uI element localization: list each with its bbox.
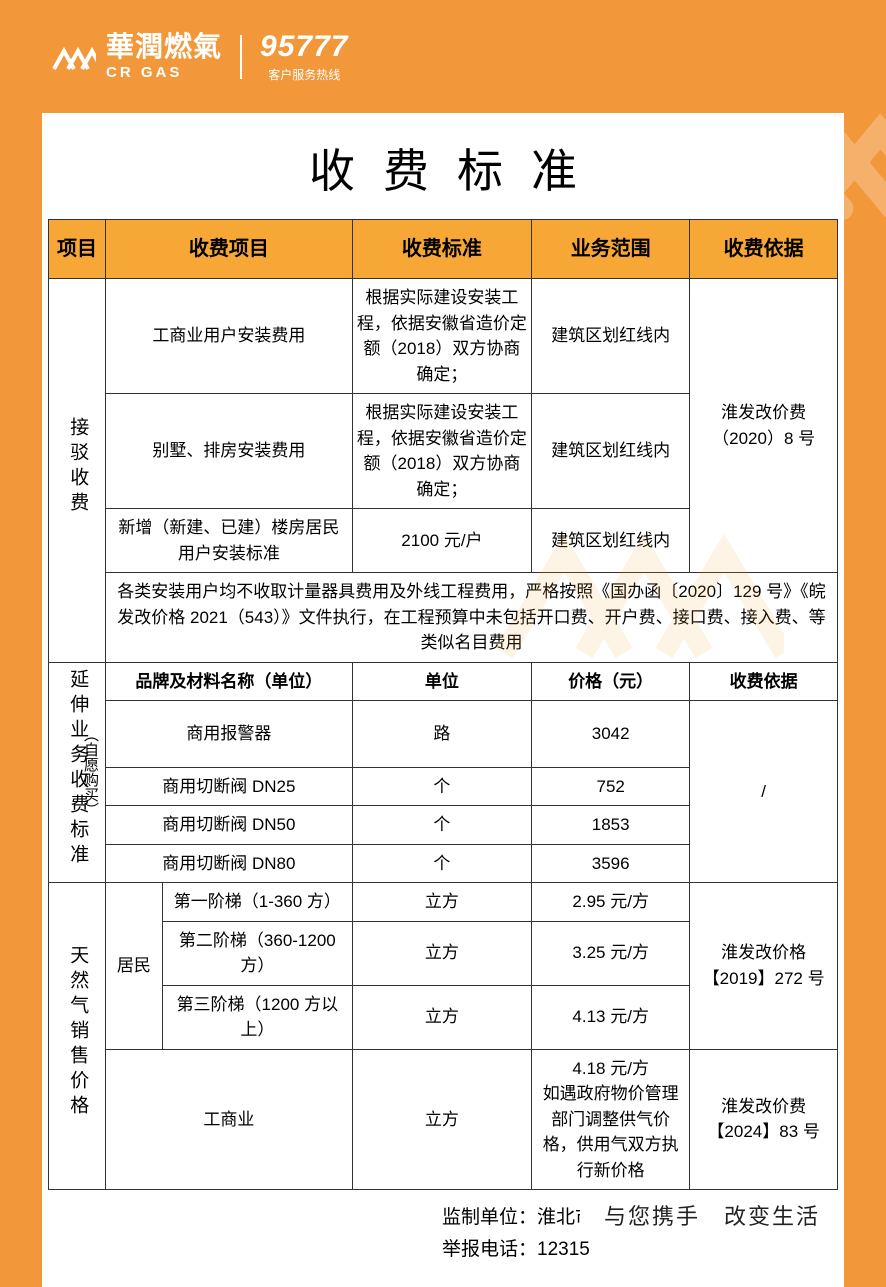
cell: 淮发改价费【2024】83 号 (690, 1049, 838, 1190)
cell: 1853 (532, 806, 690, 845)
th-basis: 收费依据 (690, 220, 838, 279)
logo-cn: 華潤燃氣 (106, 33, 222, 61)
cell: 3042 (532, 701, 690, 768)
section3-label: 天然气销售价格 (63, 945, 92, 1120)
cell: 个 (352, 844, 531, 883)
cell: 根据实际建设安装工程，依据安徽省造价定额（2018）双方协商确定； (352, 279, 531, 394)
org-label: 监制单位： (442, 1207, 537, 1228)
slogan: 与您携手 改变生活 (580, 1195, 844, 1235)
cell: 2100 元/户 (352, 509, 531, 573)
cell: 4.13 元/方 (532, 985, 690, 1049)
note-cell: 各类安装用户均不收取计量器具费用及外线工程费用，严格按照《国办函〔2020〕12… (105, 573, 837, 663)
cell: 4.18 元/方 如遇政府物价管理部门调整供气价格，供用气双方执行新价格 (532, 1049, 690, 1190)
th-fee-item: 收费项目 (105, 220, 352, 279)
cell: 工商业 (105, 1049, 352, 1190)
cell: 品牌及材料名称（单位） (105, 662, 352, 701)
page-title: 收费标准 (42, 135, 844, 201)
fee-table: 项目 收费项目 收费标准 业务范围 收费依据 接驳收费 工商业用户安装费用 根据… (48, 219, 838, 1190)
cell: 价格（元） (532, 662, 690, 701)
hotline-number: 95777 (260, 30, 348, 64)
tel-number: 12315 (537, 1239, 590, 1260)
table-row: 天然气销售价格 居民 第一阶梯（1-360 方） 立方 2.95 元/方 淮发改… (49, 883, 838, 922)
section1-label: 接驳收费 (63, 417, 92, 517)
cell: 建筑区划红线内 (532, 509, 690, 573)
cell: 建筑区划红线内 (532, 279, 690, 394)
cell: 建筑区划红线内 (532, 394, 690, 509)
tel-label: 举报电话： (442, 1239, 537, 1260)
th-scope: 业务范围 (532, 220, 690, 279)
cell: 立方 (352, 1049, 531, 1190)
logo-block: 華潤燃氣 CR GAS (50, 33, 222, 80)
cell: 第三阶梯（1200 方以上） (162, 985, 352, 1049)
cell: 个 (352, 806, 531, 845)
cell: 收费依据 (690, 662, 838, 701)
cell: 居民 (105, 883, 162, 1050)
table-row-note: 各类安装用户均不收取计量器具费用及外线工程费用，严格按照《国办函〔2020〕12… (49, 573, 838, 663)
cell: 立方 (352, 921, 531, 985)
cell: 752 (532, 767, 690, 806)
cell: 第二阶梯（360-1200 方） (162, 921, 352, 985)
cell: 商用切断阀 DN50 (105, 806, 352, 845)
th-fee-std: 收费标准 (352, 220, 531, 279)
header-divider (240, 35, 242, 79)
cell: 第一阶梯（1-360 方） (162, 883, 352, 922)
cell: 别墅、排房安装费用 (105, 394, 352, 509)
cell: 工商业用户安装费用 (105, 279, 352, 394)
th-project: 项目 (49, 220, 106, 279)
cell: 3596 (532, 844, 690, 883)
hotline-block: 95777 客户服务热线 (260, 30, 348, 83)
cell: 根据实际建设安装工程，依据安徽省造价定额（2018）双方协商确定； (352, 394, 531, 509)
cell: 商用报警器 (105, 701, 352, 768)
table-row: 工商业 立方 4.18 元/方 如遇政府物价管理部门调整供气价格，供用气双方执行… (49, 1049, 838, 1190)
section2-sublabel: （自愿购买） (78, 727, 101, 817)
logo-icon (50, 37, 96, 77)
cell: 2.95 元/方 (532, 883, 690, 922)
cell: 商用切断阀 DN25 (105, 767, 352, 806)
header-row: 项目 收费项目 收费标准 业务范围 收费依据 (49, 220, 838, 279)
table-row: 商用报警器 路 3042 / (49, 701, 838, 768)
cell: / (690, 701, 838, 883)
cell: 个 (352, 767, 531, 806)
cell: 商用切断阀 DN80 (105, 844, 352, 883)
hotline-label: 客户服务热线 (268, 66, 340, 83)
cell: 新增（新建、已建）楼房居民用户安装标准 (105, 509, 352, 573)
logo-en: CR GAS (106, 65, 222, 80)
cell: 淮发改价费（2020）8 号 (690, 279, 838, 573)
cell: 立方 (352, 883, 531, 922)
cell: 立方 (352, 985, 531, 1049)
header: 華潤燃氣 CR GAS 95777 客户服务热线 (0, 0, 886, 83)
cell: 路 (352, 701, 531, 768)
cell: 3.25 元/方 (532, 921, 690, 985)
cell: 单位 (352, 662, 531, 701)
table-row: 接驳收费 工商业用户安装费用 根据实际建设安装工程，依据安徽省造价定额（2018… (49, 279, 838, 394)
content-panel: 收费标准 项目 收费项目 收费标准 业务范围 收费依据 接驳收费 工商业用户安装… (42, 113, 844, 1287)
section2-header: 延伸业务收费标准 （自愿购买） 品牌及材料名称（单位） 单位 价格（元） 收费依… (49, 662, 838, 701)
cell: 淮发改价格【2019】272 号 (690, 883, 838, 1050)
